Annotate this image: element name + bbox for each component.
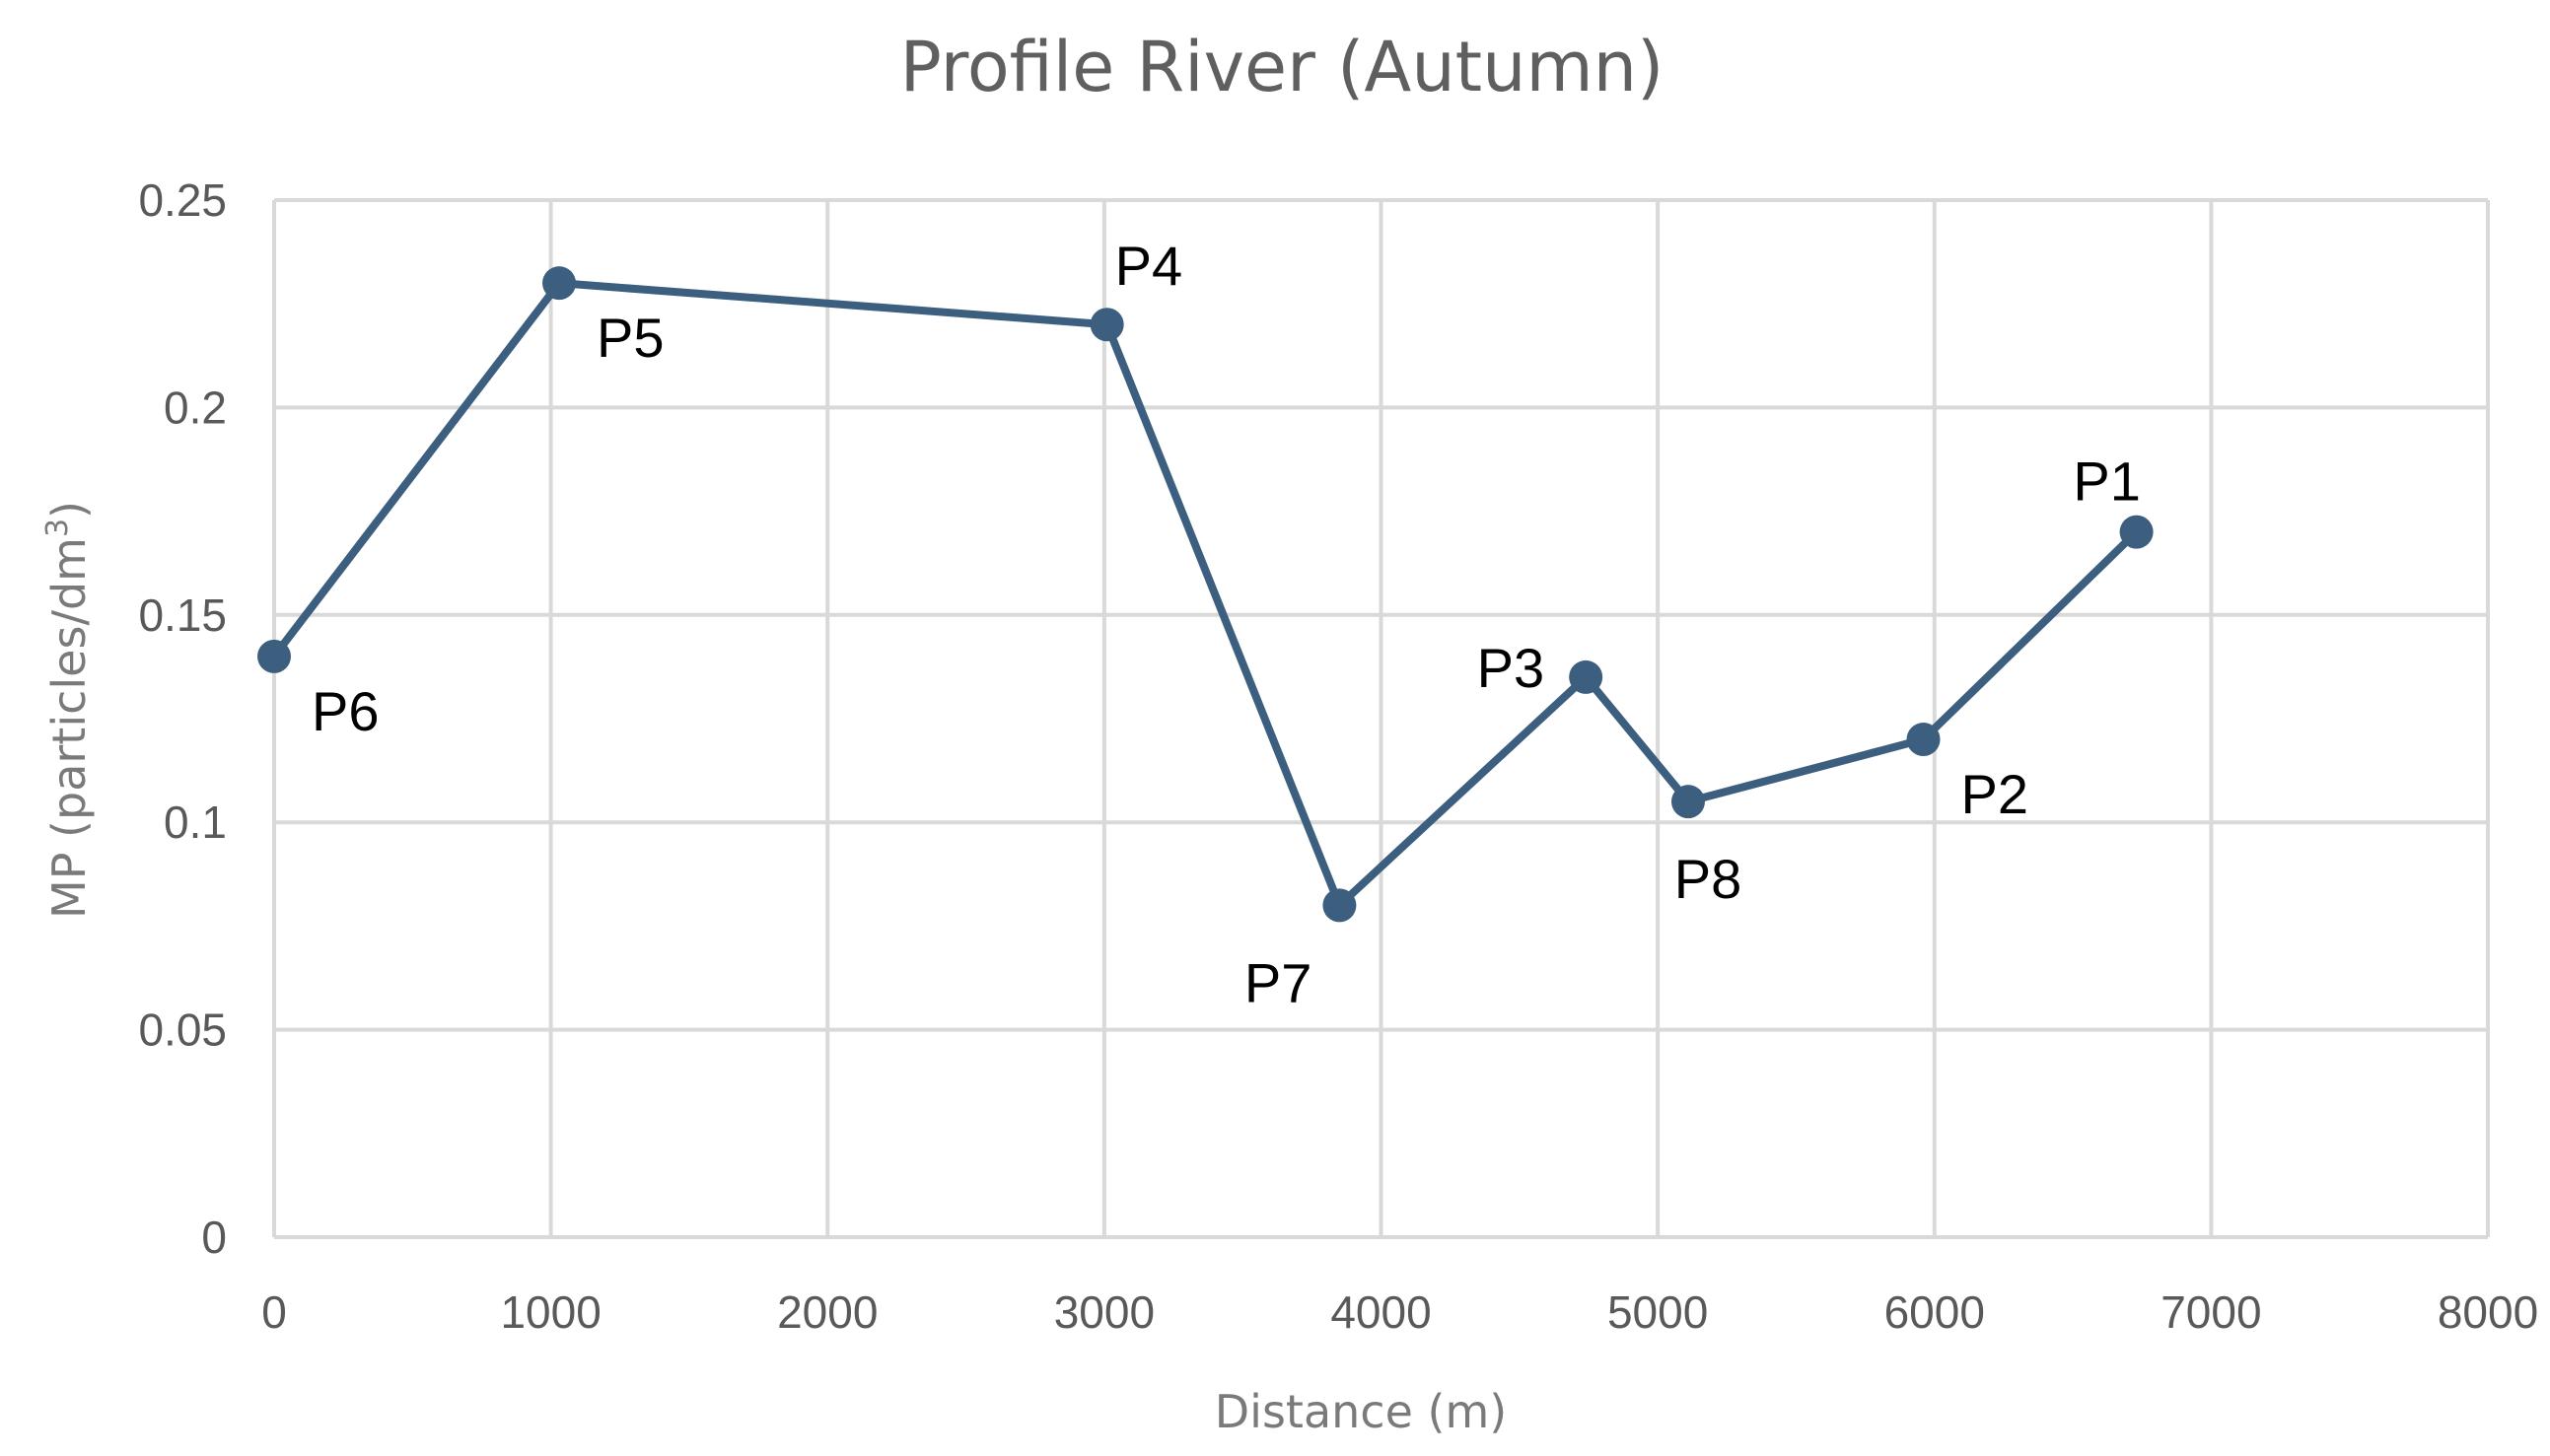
y-axis-label: MP (particles/dm3) [40,501,96,919]
point-label-p1: P1 [2073,451,2141,513]
point-label-p6: P6 [312,680,380,742]
x-tick-label: 7000 [2160,1286,2261,1338]
chart-title: Profile River (Autumn) [900,27,1665,107]
x-tick-label: 4000 [1330,1286,1431,1338]
y-axis-label-main: MP (particles/dm [42,537,96,919]
grid-layer [272,198,2490,1239]
data-point-p8 [1670,785,1705,819]
y-tick-label: 0.15 [138,589,227,641]
point-label-p5: P5 [597,307,665,369]
data-point-p1 [2119,515,2154,549]
data-point-p7 [1322,888,1357,923]
x-tick-label: 3000 [1054,1286,1155,1338]
x-tick-label: 2000 [777,1286,878,1338]
point-labels: P6 P5 P4 P7 P3 P8 P2 P1 [312,235,2141,1013]
y-tick-label: 0 [201,1212,227,1263]
point-label-p4: P4 [1115,235,1183,297]
data-point-p4 [1090,308,1124,342]
y-tick-label: 0.2 [164,381,227,433]
point-label-p8: P8 [1674,848,1742,910]
x-tick-label: 0 [261,1286,287,1338]
y-axis-label-suffix: ) [42,501,96,519]
series-line [270,279,2141,910]
y-axis-label-superscript: 3 [40,519,75,537]
x-tick-label: 6000 [1884,1286,1985,1338]
x-tick-label: 8000 [2438,1286,2538,1338]
data-point-p2 [1906,723,1941,757]
y-axis-ticks: 0 0.05 0.1 0.15 0.2 0.25 [138,174,227,1263]
y-tick-label: 0.1 [164,797,227,848]
x-tick-label: 5000 [1607,1286,1708,1338]
point-label-p7: P7 [1244,951,1312,1013]
point-label-p3: P3 [1477,637,1545,699]
data-point-p3 [1569,659,1603,694]
y-tick-label: 0.05 [138,1005,227,1056]
data-point-p6 [257,639,291,673]
x-axis-label: Distance (m) [1215,1385,1507,1438]
x-tick-label: 1000 [500,1286,601,1338]
series-layer [257,266,2154,923]
x-axis-ticks: 0 1000 2000 3000 4000 5000 6000 7000 8000 [261,1286,2538,1338]
data-point-p5 [542,266,577,301]
point-label-p2: P2 [1961,763,2028,825]
y-tick-label: 0.25 [138,174,227,226]
